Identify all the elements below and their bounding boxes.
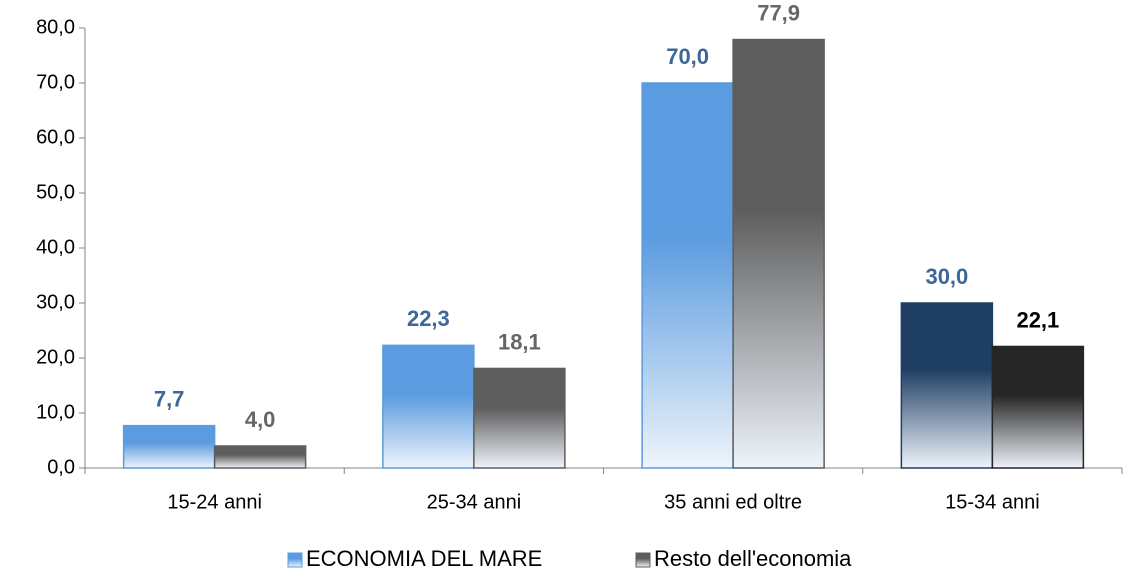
bar — [382, 344, 475, 469]
x-tick-label: 25-34 anni — [427, 491, 522, 513]
y-tick-label: 0,0 — [47, 456, 75, 478]
bar — [991, 345, 1085, 469]
y-tick-label: 70,0 — [36, 71, 75, 93]
x-tick-label: 35 anni ed oltre — [664, 491, 802, 513]
value-label: 18,1 — [498, 329, 541, 354]
y-tick-label: 60,0 — [36, 126, 75, 148]
value-label: 70,0 — [666, 44, 709, 69]
legend-label: Resto dell'economia — [654, 546, 852, 571]
bar — [473, 367, 566, 469]
legend-swatch — [287, 552, 303, 568]
value-label: 77,9 — [757, 0, 800, 25]
y-tick-label: 30,0 — [36, 291, 75, 313]
value-label: 22,1 — [1016, 307, 1059, 332]
bar — [122, 424, 216, 469]
value-label: 4,0 — [245, 407, 276, 432]
legend-swatch — [635, 552, 651, 568]
bar — [900, 302, 994, 469]
value-label: 7,7 — [154, 386, 185, 411]
y-tick-label: 80,0 — [36, 16, 75, 38]
y-tick-label: 50,0 — [36, 181, 75, 203]
bar — [213, 445, 307, 469]
y-tick-label: 20,0 — [36, 346, 75, 368]
value-label: 22,3 — [407, 306, 450, 331]
bar — [732, 38, 825, 469]
y-tick-label: 40,0 — [36, 236, 75, 258]
x-tick-label: 15-24 anni — [167, 491, 262, 513]
y-tick-label: 10,0 — [36, 401, 75, 423]
legend-label: ECONOMIA DEL MARE — [306, 546, 542, 571]
value-label: 30,0 — [925, 264, 968, 289]
bar — [641, 82, 734, 469]
x-tick-label: 15-34 anni — [945, 491, 1040, 513]
